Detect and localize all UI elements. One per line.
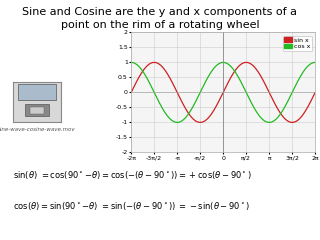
Bar	[18, 84, 56, 100]
Bar	[25, 104, 49, 116]
Text: sine-wave-cosine-wave.mov: sine-wave-cosine-wave.mov	[0, 127, 76, 132]
Text: $\sin(\theta)\ =\cos(90^\circ\!-\!\theta)=\cos(-(\theta-90^\circ))=+\cos(\theta-: $\sin(\theta)\ =\cos(90^\circ\!-\!\theta…	[13, 169, 251, 181]
Text: $\cos(\theta)=\sin(90^\circ\!-\!\theta)\ =\sin(-(\theta-90^\circ))\ =-\sin(\thet: $\cos(\theta)=\sin(90^\circ\!-\!\theta)\…	[13, 200, 250, 212]
Text: Sine and Cosine are the y and x components of a
point on the rim of a rotating w: Sine and Cosine are the y and x componen…	[22, 7, 298, 30]
Legend: sin x, cos x: sin x, cos x	[283, 36, 312, 51]
Bar	[29, 107, 44, 114]
